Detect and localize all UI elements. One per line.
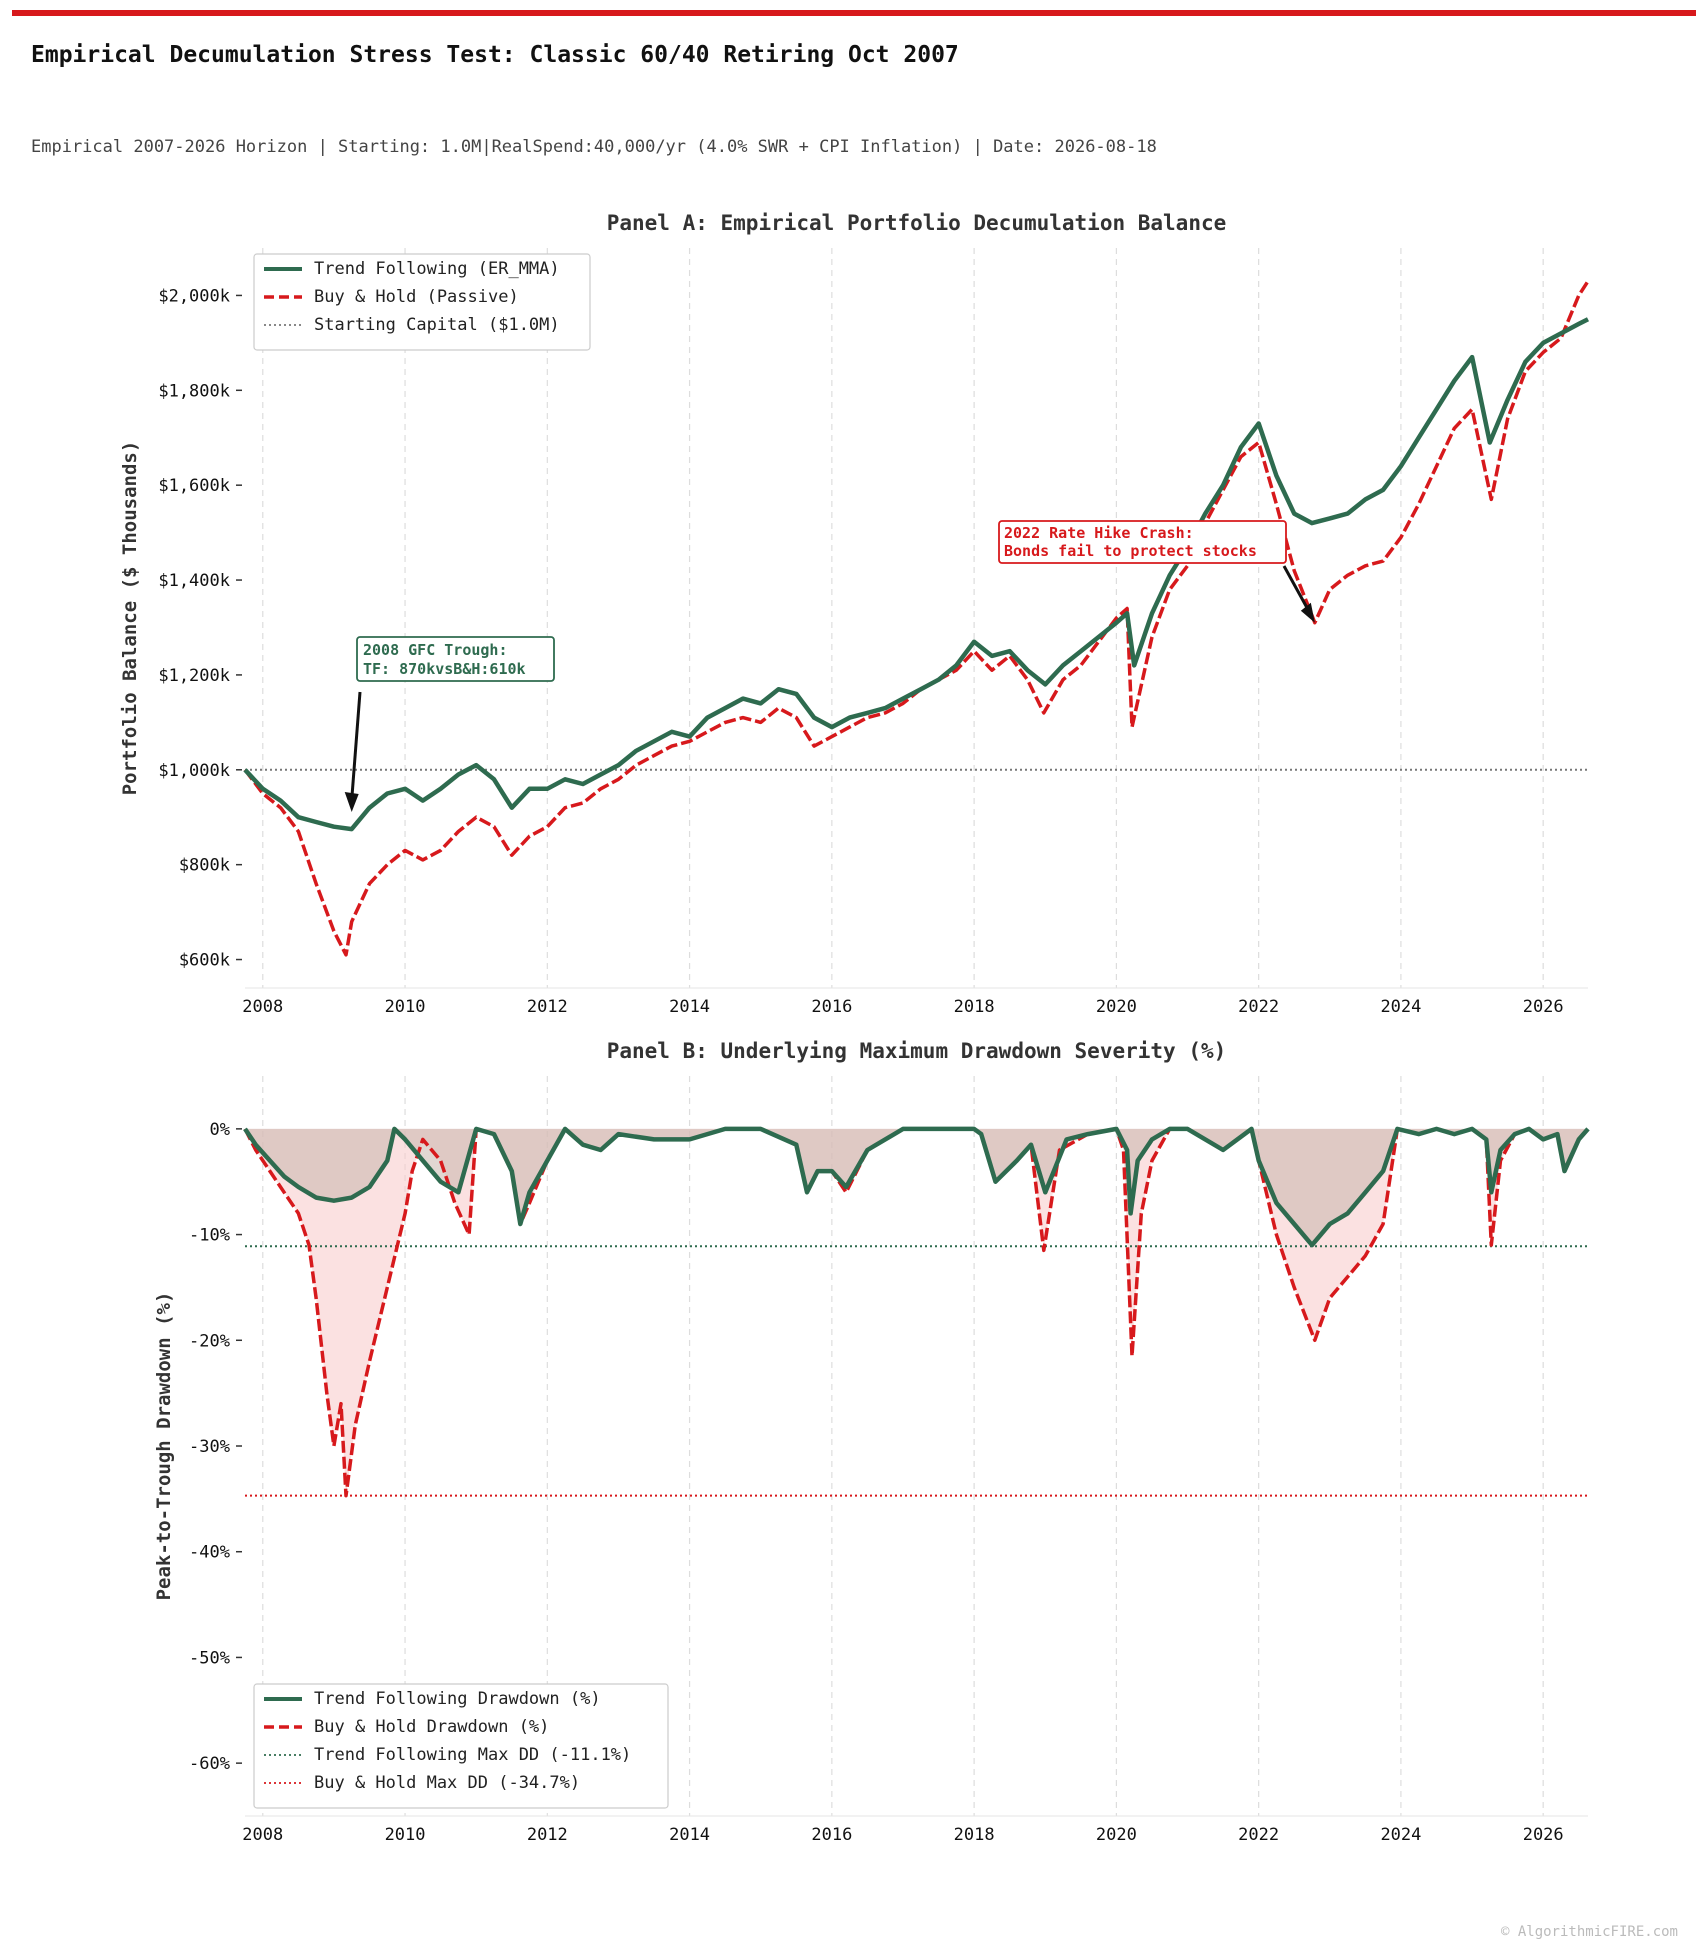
y-tick-label: $2,000k xyxy=(158,286,230,306)
annotation-label: 2022 Rate Hike Crash: xyxy=(1004,524,1194,542)
annotation-arrowhead xyxy=(1300,602,1315,623)
legend-box xyxy=(253,1683,669,1809)
x-tick-label: 2012 xyxy=(527,997,568,1017)
y-tick-label: $600k xyxy=(179,951,230,971)
x-tick-label: 2026 xyxy=(1523,1825,1564,1845)
panel-title: Panel A: Empirical Portfolio Decumulatio… xyxy=(607,211,1227,235)
y-tick-label: 0% xyxy=(210,1120,230,1140)
legend: Trend Following (ER_MMA) Buy & Hold (Pass… xyxy=(253,253,591,351)
legend-label: Trend Following (ER_MMA) xyxy=(314,259,560,279)
annotation-arrowhead xyxy=(344,791,359,812)
x-tick-label: 2022 xyxy=(1238,1825,1279,1845)
buyhold-line xyxy=(243,280,1590,957)
x-tick-label: 2016 xyxy=(811,1825,852,1845)
x-tick-label: 2012 xyxy=(527,1825,568,1845)
y-tick-label: $1,400k xyxy=(158,571,230,591)
x-tick-label: 2010 xyxy=(385,1825,426,1845)
legend-box xyxy=(253,253,591,351)
x-tick-label: 2018 xyxy=(954,997,995,1017)
page-title: Empirical Decumulation Stress Test: Clas… xyxy=(31,42,959,68)
x-tick-label: 2022 xyxy=(1238,997,1279,1017)
x-tick-label: 2020 xyxy=(1096,1825,1137,1845)
legend-label: Trend Following Max DD (-11.1%) xyxy=(314,1745,631,1765)
panel-a: Panel A: Empirical Portfolio Decumulatio… xyxy=(119,211,1590,1017)
footer-credit: © AlgorithmicFIRE.com xyxy=(1500,1924,1678,1940)
accent-bar xyxy=(12,10,1696,16)
x-tick-label: 2026 xyxy=(1523,997,1564,1017)
panel-b: Panel B: Underlying Maximum Drawdown Sev… xyxy=(153,1039,1590,1845)
y-tick-label: $1,800k xyxy=(158,381,230,401)
annotation-label: 2008 GFC Trough: xyxy=(363,641,508,659)
x-tick-label: 2010 xyxy=(385,997,426,1017)
trend-drawdown-area xyxy=(245,1128,1588,1246)
x-tick-label: 2008 xyxy=(242,1825,283,1845)
legend: Trend Following Drawdown (%) Buy & Hold D… xyxy=(253,1683,669,1809)
trend-line xyxy=(243,317,1590,832)
trend-line xyxy=(243,1126,1590,1248)
y-tick-label: -60% xyxy=(189,1754,230,1774)
legend-label: Trend Following Drawdown (%) xyxy=(314,1689,601,1709)
annotation-box xyxy=(356,636,555,682)
annotation-arrow xyxy=(350,691,362,801)
y-tick-label: -40% xyxy=(189,1543,230,1563)
x-tick-label: 2020 xyxy=(1096,997,1137,1017)
y-axis-label: Portfolio Balance ($ Thousands) xyxy=(119,441,141,796)
legend-label: Buy & Hold Max DD (-34.7%) xyxy=(314,1773,580,1793)
x-tick-label: 2014 xyxy=(669,1825,710,1845)
panel-title: Panel B: Underlying Maximum Drawdown Sev… xyxy=(607,1039,1227,1063)
y-tick-label: $1,600k xyxy=(158,476,230,496)
y-axis-label: Peak-to-Trough Drawdown (%) xyxy=(153,1292,175,1601)
y-tick-label: -20% xyxy=(189,1331,230,1351)
x-tick-label: 2014 xyxy=(669,997,710,1017)
x-tick-label: 2024 xyxy=(1380,997,1421,1017)
x-tick-label: 2024 xyxy=(1380,1825,1421,1845)
page-subtitle: Empirical 2007-2026 Horizon | Starting: … xyxy=(31,137,1157,157)
annotation-box xyxy=(998,520,1287,564)
annotation-label: Bonds fail to protect stocks xyxy=(1004,542,1257,560)
legend-label: Buy & Hold (Passive) xyxy=(314,287,519,307)
legend-label: Buy & Hold Drawdown (%) xyxy=(314,1717,549,1737)
y-tick-label: $1,000k xyxy=(158,761,230,781)
y-tick-label: -30% xyxy=(189,1437,230,1457)
y-tick-label: -10% xyxy=(189,1226,230,1246)
annotation-label: TF: 870kvsB&H:610k xyxy=(363,660,526,678)
x-tick-label: 2008 xyxy=(242,997,283,1017)
y-tick-label: -50% xyxy=(189,1648,230,1668)
x-tick-label: 2018 xyxy=(954,1825,995,1845)
x-tick-label: 2016 xyxy=(811,997,852,1017)
legend-label: Starting Capital ($1.0M) xyxy=(314,315,560,335)
y-tick-label: $1,200k xyxy=(158,666,230,686)
y-tick-label: $800k xyxy=(179,856,230,876)
